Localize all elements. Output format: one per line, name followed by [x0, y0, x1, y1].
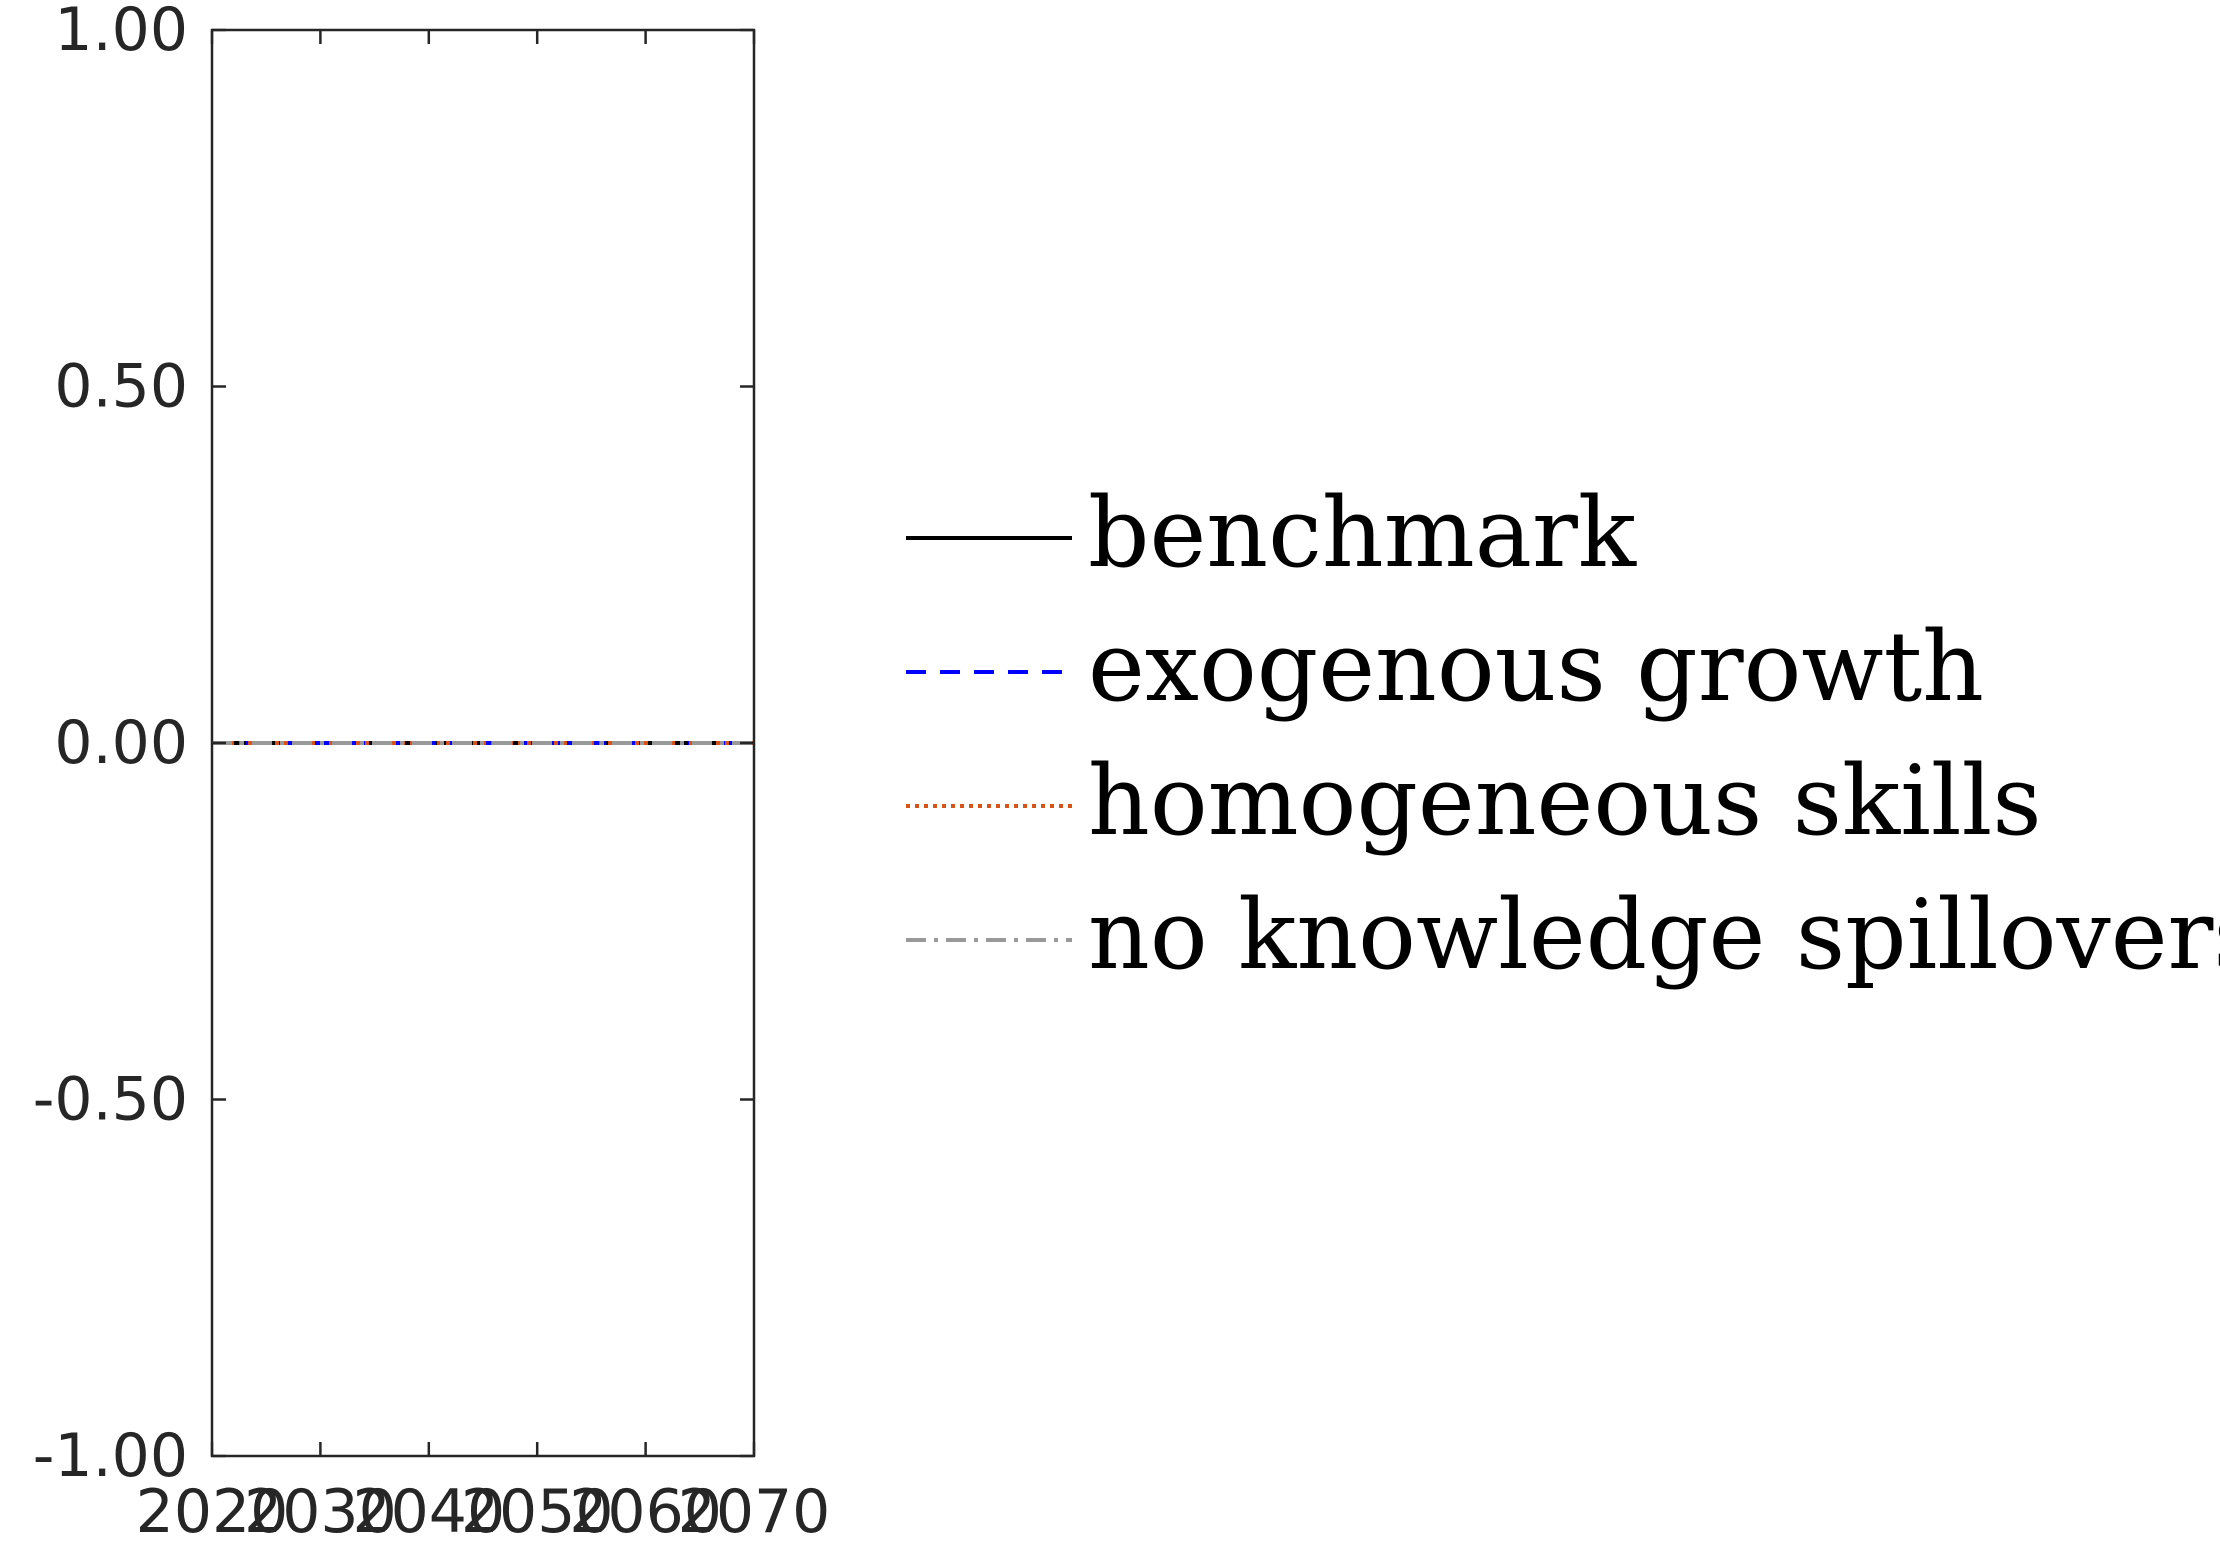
y-tick-label: -0.50 — [33, 1065, 188, 1135]
y-tick-label: 1.00 — [54, 0, 188, 65]
x-tick-label: 2020 — [136, 1477, 289, 1547]
legend-label-no-knowledge-spillovers: no knowledge spillovers — [1088, 879, 2220, 991]
x-tick-label: 2030 — [244, 1477, 397, 1547]
y-tick-label: -1.00 — [33, 1421, 188, 1491]
x-tick-label: 2070 — [678, 1477, 831, 1547]
legend: benchmark exogenous growth homogeneous ski… — [906, 477, 2220, 991]
legend-label-exogenous-growth: exogenous growth — [1088, 611, 1984, 723]
y-tick-label: 0.00 — [54, 708, 188, 778]
legend-label-benchmark: benchmark — [1088, 477, 1637, 589]
y-tick-label: 0.50 — [54, 352, 188, 422]
x-tick-label: 2040 — [352, 1477, 505, 1547]
axes-layer: -1.00-0.500.000.501.00202020302040205020… — [33, 0, 831, 1547]
legend-label-homogeneous-skills: homogeneous skills — [1088, 745, 2042, 857]
x-tick-label: 2050 — [461, 1477, 614, 1547]
x-tick-label: 2060 — [569, 1477, 722, 1547]
